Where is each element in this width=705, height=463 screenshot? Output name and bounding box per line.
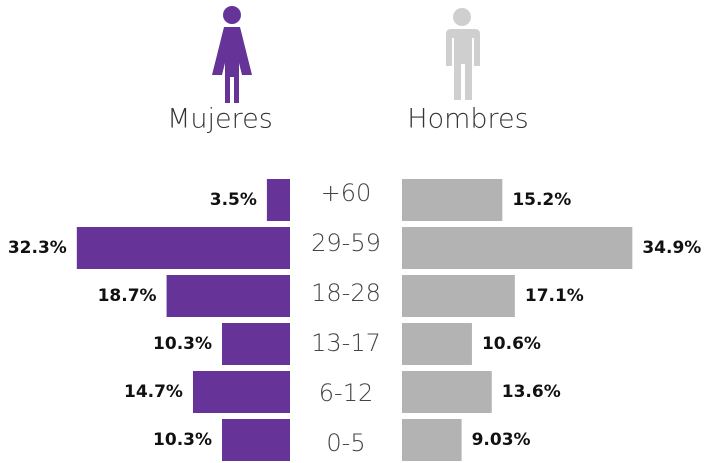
bar xyxy=(192,371,290,413)
value-label: 34.9% xyxy=(642,238,701,258)
category-label: 29-59 xyxy=(311,229,381,257)
bar xyxy=(402,275,515,317)
bar xyxy=(222,419,290,461)
category-label: 0-5 xyxy=(326,429,365,457)
bar xyxy=(402,419,462,461)
category-label: 13-17 xyxy=(311,329,381,357)
bar xyxy=(402,371,492,413)
value-label: 10.6% xyxy=(482,334,541,354)
man-icon xyxy=(446,8,480,100)
value-label: 18.7% xyxy=(98,286,157,306)
bar xyxy=(166,275,290,317)
value-label: 32.3% xyxy=(8,238,67,258)
bar xyxy=(402,179,503,221)
category-label: 18-28 xyxy=(311,279,381,307)
value-label: 9.03% xyxy=(472,430,531,450)
bar xyxy=(402,323,472,365)
bar xyxy=(76,227,290,269)
series-header: Mujeres xyxy=(167,104,273,135)
bar xyxy=(266,179,290,221)
value-label: 3.5% xyxy=(210,190,257,210)
category-label: 6-12 xyxy=(319,379,373,407)
value-label: 10.3% xyxy=(153,430,212,450)
bar xyxy=(402,227,633,269)
series-header: Hombres xyxy=(407,104,528,135)
bar xyxy=(222,323,290,365)
value-label: 14.7% xyxy=(124,382,183,402)
value-label: 10.3% xyxy=(153,334,212,354)
woman-icon xyxy=(212,6,252,103)
value-label: 15.2% xyxy=(512,190,571,210)
category-label: +60 xyxy=(321,179,372,207)
value-label: 17.1% xyxy=(525,286,584,306)
value-label: 13.6% xyxy=(502,382,561,402)
